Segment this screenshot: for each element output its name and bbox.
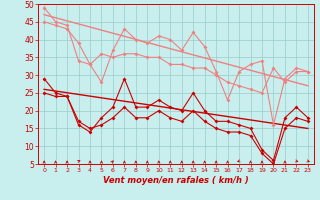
X-axis label: Vent moyen/en rafales ( km/h ): Vent moyen/en rafales ( km/h ) — [103, 176, 249, 185]
